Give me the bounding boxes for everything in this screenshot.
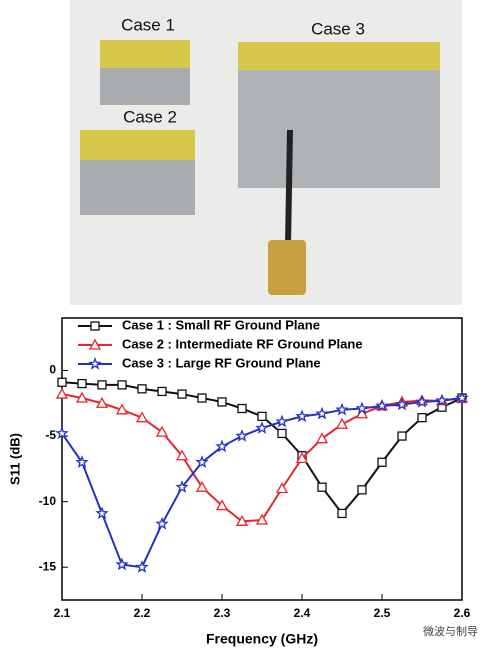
x-tick-label: 2.1 <box>54 606 71 620</box>
data-point <box>335 417 349 429</box>
data-point <box>235 429 249 442</box>
photo: Case 1 Case 2 Case 3 <box>70 0 462 305</box>
data-point <box>77 378 87 389</box>
x-axis-label: Frequency (GHz) <box>206 631 318 647</box>
data-point <box>75 455 89 468</box>
plot-frame <box>61 317 463 601</box>
cable <box>285 129 293 246</box>
data-point <box>115 557 129 571</box>
data-point <box>237 403 247 414</box>
data-point <box>217 397 227 407</box>
data-point <box>135 560 149 573</box>
data-point <box>195 455 209 468</box>
ground-case-3 <box>238 70 440 188</box>
x-tick-label: 2.2 <box>134 606 151 620</box>
data-point <box>55 426 69 440</box>
y-tick-label: 0 <box>49 363 56 377</box>
data-point <box>295 452 309 463</box>
legend-marker <box>88 356 102 370</box>
legend-marker <box>88 338 102 350</box>
data-point <box>137 384 147 394</box>
data-point <box>415 394 429 408</box>
data-point <box>357 485 367 495</box>
data-point <box>377 457 387 467</box>
photo-label: Case 2 <box>123 107 177 126</box>
y-tick-label: -15 <box>39 559 57 573</box>
data-point <box>275 482 289 494</box>
data-point <box>117 380 127 390</box>
data-point <box>375 398 389 412</box>
data-point <box>355 401 369 415</box>
data-point <box>257 411 267 422</box>
data-point <box>115 403 129 415</box>
data-point <box>175 480 189 493</box>
x-tick-label: 2.4 <box>294 606 311 620</box>
data-point <box>235 514 249 526</box>
data-point <box>395 397 409 411</box>
data-point <box>215 499 229 511</box>
data-point <box>417 413 427 423</box>
legend-label: Case 1 : Small RF Ground Plane <box>122 317 320 332</box>
data-point <box>215 439 229 453</box>
data-point <box>155 425 169 437</box>
data-point <box>315 406 329 420</box>
data-point <box>135 411 149 423</box>
data-point <box>75 391 89 403</box>
data-point <box>57 377 67 387</box>
data-point <box>315 432 329 444</box>
data-point <box>337 508 347 519</box>
data-point <box>275 414 289 428</box>
data-point <box>335 402 349 416</box>
data-point <box>355 407 369 419</box>
x-tick-label: 2.5 <box>374 606 391 620</box>
legend-label: Case 3 : Large RF Ground Plane <box>122 355 321 370</box>
data-point <box>175 449 189 461</box>
data-point <box>435 393 449 407</box>
data-point <box>195 480 209 492</box>
data-point <box>97 380 107 390</box>
y-tick-label: -10 <box>39 494 57 508</box>
photo-label: Case 1 <box>121 15 175 34</box>
watermark: 微波与制导 <box>423 624 478 638</box>
data-point <box>295 409 309 423</box>
data-point <box>177 389 187 399</box>
x-tick-label: 2.6 <box>454 606 471 620</box>
data-point <box>95 396 109 408</box>
data-point <box>255 421 269 434</box>
connector <box>268 240 306 295</box>
data-point <box>95 506 109 520</box>
legend-label: Case 2 : Intermediate RF Ground Plane <box>122 336 363 351</box>
data-point <box>455 390 469 404</box>
ground-case-1 <box>100 68 190 105</box>
data-point <box>397 431 407 441</box>
y-tick-label: -5 <box>45 428 56 442</box>
data-point <box>155 516 169 530</box>
data-point <box>157 386 167 397</box>
data-point <box>55 387 69 399</box>
ground-case-2 <box>80 160 195 215</box>
data-point <box>197 393 207 403</box>
data-point <box>277 428 287 439</box>
photo-label: Case 3 <box>311 19 365 38</box>
data-point <box>317 482 327 492</box>
data-point <box>255 513 269 525</box>
y-axis-label: S11 (dB) <box>7 433 22 485</box>
legend-marker <box>90 321 100 331</box>
x-tick-label: 2.3 <box>214 606 231 620</box>
